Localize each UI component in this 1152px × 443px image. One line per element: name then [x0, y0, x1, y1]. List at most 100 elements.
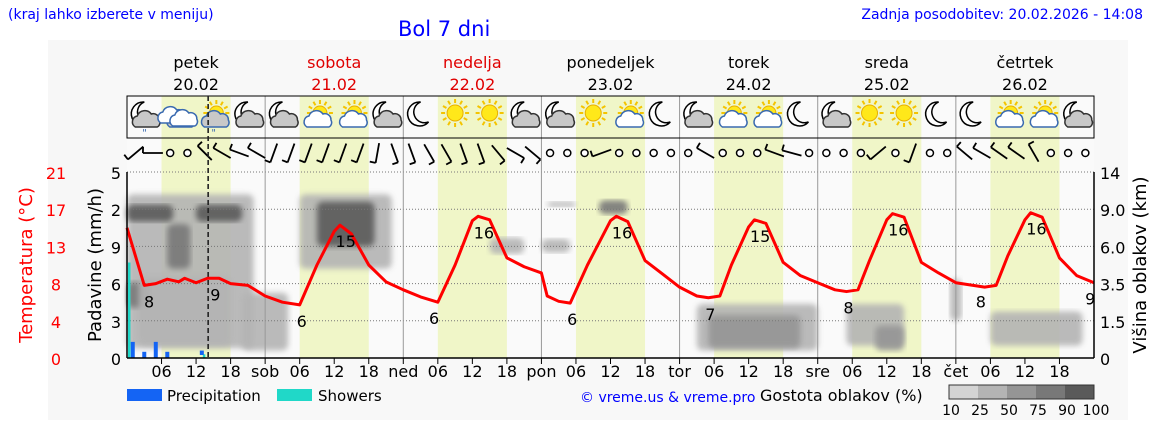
wind-feather — [866, 154, 872, 160]
sun-icon — [481, 104, 499, 122]
x-tick-label: 06 — [566, 362, 586, 381]
wind-feather — [409, 161, 416, 166]
x-tick-label: 18 — [773, 362, 793, 381]
page-title: Bol 7 dni — [398, 17, 491, 41]
cloud-density-level: 50 — [1000, 403, 1018, 419]
temp-axis-panel — [48, 40, 80, 420]
precip-tick-label: 2 — [111, 201, 121, 220]
cloud-icon — [718, 110, 748, 128]
calm-wind-icon — [822, 148, 831, 158]
sun-ray — [447, 100, 451, 105]
temp-tick-label: 17 — [46, 201, 66, 220]
cloud-icon — [684, 110, 714, 128]
cloud-cover-patch — [708, 315, 801, 349]
calm-wind-icon — [718, 148, 727, 158]
cloud-icon — [169, 109, 199, 127]
wind-barb-icon — [123, 145, 144, 161]
temperature-label: 16 — [1026, 220, 1046, 239]
sun-ray — [738, 101, 742, 106]
x-tick-label: 06 — [428, 362, 448, 381]
wind-shaft — [956, 145, 973, 161]
sun-ray — [361, 105, 367, 110]
sun-ray — [861, 100, 866, 105]
calm-wind-icon — [683, 148, 693, 158]
wind-shaft — [1007, 146, 1026, 160]
location-hint[interactable]: (kraj lahko izberete v meniju) — [8, 7, 214, 23]
sun-ray — [772, 101, 777, 106]
sun-cloud-icon — [718, 100, 748, 128]
day-date: 20.02 — [173, 75, 219, 94]
moon-icon — [648, 101, 671, 127]
cloud-icon — [235, 110, 265, 128]
wind-barb-icon — [298, 143, 313, 164]
sun-icon — [579, 99, 608, 127]
cloud-cover-patch — [598, 200, 628, 215]
wind-feather — [520, 157, 525, 164]
sun-icon — [441, 99, 470, 127]
precipitation-bar — [142, 351, 147, 358]
temp-tick-label: 8 — [51, 276, 61, 295]
sun-icon — [895, 104, 913, 122]
wind-feather — [123, 154, 129, 160]
sun-cloud-drizzle-icon: " — [200, 100, 230, 139]
wind-feather — [316, 159, 323, 164]
wind-shaft — [869, 145, 887, 161]
moon-icon — [924, 101, 948, 127]
wind-shaft — [491, 144, 506, 162]
cloud-icon — [338, 110, 368, 128]
wind-feather — [369, 160, 376, 164]
sun-ray — [1052, 105, 1057, 110]
wind-feather — [1007, 141, 1013, 148]
credit-link: © vreme.us & vreme.pro — [580, 390, 755, 406]
cloud-height-tick-label: 1.5 — [1100, 313, 1125, 332]
sun-ray — [493, 121, 498, 126]
calm-wind-icon — [632, 148, 641, 158]
sun-ray — [741, 105, 747, 110]
cloud-icon — [995, 110, 1025, 128]
cloud-height-tick-label: 9.0 — [1100, 201, 1125, 220]
sun-ray — [442, 117, 447, 121]
x-tick-label: 12 — [738, 362, 758, 381]
temperature-label: 16 — [474, 223, 494, 242]
wind-feather — [478, 161, 485, 166]
sun-cloud-icon — [338, 100, 368, 128]
x-tick-label: 18 — [359, 362, 379, 381]
temperature-line — [125, 211, 1095, 307]
wind-barb-icon — [696, 142, 715, 159]
temperature-label: 7 — [705, 305, 715, 324]
wind-barb-icon — [524, 145, 542, 165]
sun-ray — [912, 117, 917, 121]
x-tick-label: 12 — [462, 362, 482, 381]
cloud-icon — [1029, 110, 1059, 128]
x-tick-label: 12 — [324, 362, 344, 381]
cloud-height-tick-label: 3.5 — [1100, 276, 1125, 295]
wind-barb-icon — [903, 143, 917, 164]
cloud-cover-patch — [127, 204, 174, 222]
day-name: ponedeljek — [567, 53, 656, 72]
sun-ray — [459, 121, 463, 126]
moon-cloud-icon — [268, 101, 299, 128]
wind-barb-icon — [281, 143, 296, 164]
wind-shaft — [212, 147, 232, 159]
moon-cloud-icon — [510, 101, 541, 128]
temperature-label: 15 — [750, 227, 770, 246]
temperature-label: 8 — [144, 292, 154, 311]
sun-ray — [585, 100, 590, 105]
wind-barb-icon — [440, 143, 453, 166]
wind-shaft — [390, 143, 399, 163]
sun-ray — [481, 100, 486, 105]
temperature-label: 6 — [567, 310, 577, 329]
x-tick-label: 12 — [600, 362, 620, 381]
sun-icon — [446, 104, 464, 122]
moon-icon — [786, 101, 810, 127]
wind-shaft — [355, 143, 365, 163]
sun-icon — [584, 104, 602, 122]
x-tick-label: čet — [943, 362, 968, 381]
temp-axis-title: Temperatura (°C) — [16, 187, 37, 344]
temp-tick-label: 21 — [46, 164, 66, 183]
calm-wind-icon — [545, 148, 555, 158]
sun-icon — [475, 99, 504, 127]
moon-cloud-icon — [372, 101, 403, 128]
wind-barb-icon — [407, 143, 417, 166]
wind-shaft — [321, 143, 330, 163]
